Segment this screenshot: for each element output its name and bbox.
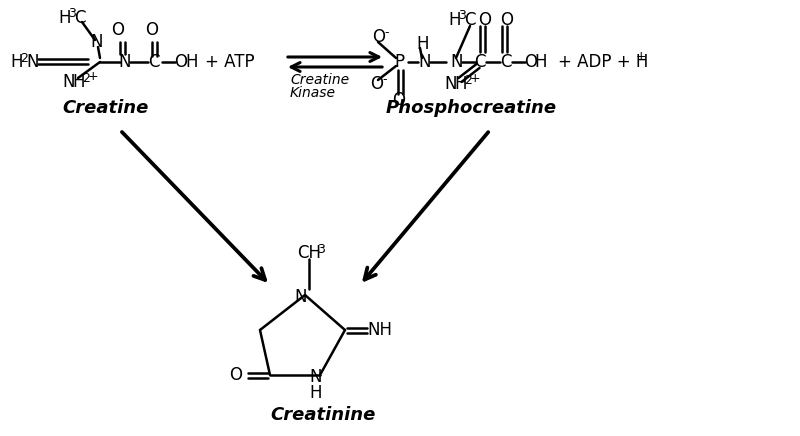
Text: O: O: [174, 53, 187, 71]
Text: H: H: [310, 384, 322, 402]
Text: CH: CH: [297, 244, 321, 262]
Text: N: N: [118, 53, 130, 71]
Text: N: N: [310, 368, 322, 386]
Text: O: O: [370, 75, 383, 93]
Text: H: H: [10, 53, 22, 71]
Text: C: C: [464, 11, 475, 29]
Text: 3: 3: [458, 10, 466, 23]
Text: N: N: [444, 75, 457, 93]
Text: Phosphocreatine: Phosphocreatine: [386, 99, 557, 117]
Text: H: H: [72, 73, 85, 91]
Text: O: O: [524, 53, 537, 71]
Text: Kinase: Kinase: [290, 86, 336, 100]
Text: -: -: [382, 74, 386, 86]
Text: 2: 2: [82, 72, 90, 85]
Text: N: N: [418, 53, 430, 71]
Text: -: -: [384, 27, 389, 40]
Text: H: H: [448, 11, 461, 29]
Text: H: H: [416, 35, 429, 53]
Text: N: N: [294, 288, 307, 306]
Text: O: O: [229, 366, 242, 384]
Text: H: H: [534, 53, 546, 71]
Text: O: O: [478, 11, 491, 29]
Text: +: +: [470, 72, 481, 85]
Text: Creatine: Creatine: [290, 73, 349, 87]
Text: O: O: [500, 11, 513, 29]
Text: NH: NH: [367, 321, 392, 339]
Text: C: C: [500, 53, 511, 71]
Text: H: H: [185, 53, 198, 71]
Text: O: O: [111, 21, 125, 39]
Text: C: C: [148, 53, 159, 71]
Text: H: H: [454, 75, 466, 93]
Text: + ADP + H: + ADP + H: [558, 53, 648, 71]
Text: +: +: [88, 69, 98, 82]
Text: Creatine: Creatine: [62, 99, 148, 117]
Text: C: C: [474, 53, 486, 71]
Text: C: C: [74, 9, 86, 27]
Text: O: O: [372, 28, 385, 46]
Text: N: N: [62, 73, 74, 91]
Text: O: O: [146, 21, 158, 39]
Text: + ATP: + ATP: [205, 53, 254, 71]
Text: N: N: [26, 53, 38, 71]
Text: 3: 3: [68, 7, 76, 20]
Text: O: O: [392, 91, 405, 109]
Text: +: +: [636, 50, 646, 62]
Text: H: H: [58, 9, 70, 27]
Text: 2: 2: [20, 51, 28, 65]
Text: N: N: [90, 33, 102, 51]
Text: 3: 3: [317, 242, 325, 255]
Text: 2: 2: [464, 74, 472, 86]
Text: P: P: [394, 53, 404, 71]
Text: N: N: [450, 53, 462, 71]
Text: Creatinine: Creatinine: [270, 406, 375, 424]
